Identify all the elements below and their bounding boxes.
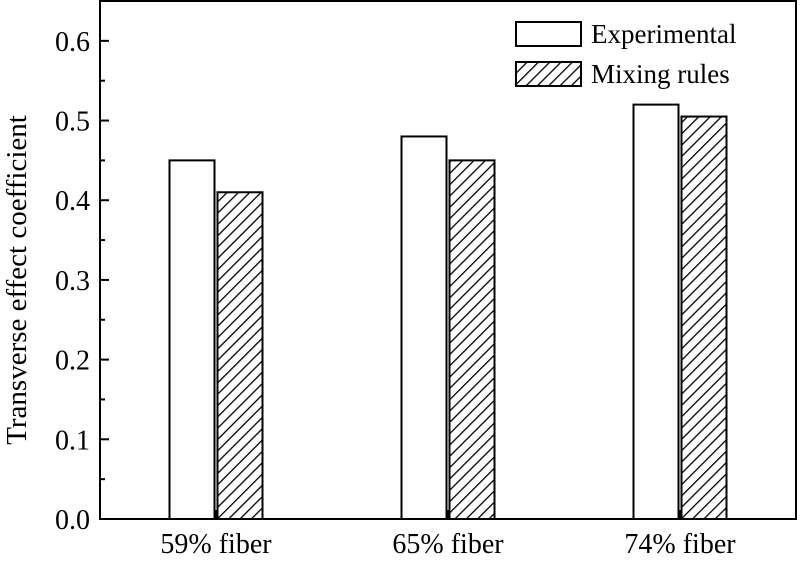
bar-experimental-1 bbox=[168, 159, 216, 520]
y-tick-label: 0.2 bbox=[55, 346, 90, 377]
y-tick-label: 0.4 bbox=[55, 186, 90, 217]
y-axis: 0.0 0.1 0.2 0.3 0.4 0.5 0.6 bbox=[55, 27, 109, 536]
y-axis-label: Transverse effect coefficient bbox=[1, 115, 33, 445]
legend-swatch-experimental bbox=[515, 21, 582, 47]
legend-swatch-mixing-rules bbox=[515, 61, 582, 87]
legend-label-experimental: Experimental bbox=[591, 19, 736, 49]
bar-mixing-rules-3 bbox=[680, 115, 728, 521]
x-tick-label: 74% fiber bbox=[624, 529, 736, 560]
y-tick-label: 0.6 bbox=[55, 27, 90, 58]
y-tick-label: 0.5 bbox=[55, 107, 90, 138]
x-axis: 59% fiber 65% fiber 74% fiber bbox=[160, 510, 736, 560]
y-tick-label: 0.1 bbox=[55, 425, 90, 456]
y-tick-label: 0.3 bbox=[55, 266, 90, 297]
y-tick-label: 0.0 bbox=[55, 505, 90, 536]
bar-mixing-rules-2 bbox=[448, 159, 496, 520]
bar-mixing-rules-1 bbox=[216, 191, 264, 520]
x-tick-label: 59% fiber bbox=[160, 529, 272, 560]
bars-group bbox=[168, 103, 728, 521]
bar-experimental-2 bbox=[400, 135, 448, 520]
legend: Experimental Mixing rules bbox=[515, 19, 736, 89]
legend-label-mixing-rules: Mixing rules bbox=[591, 59, 730, 89]
bar-experimental-3 bbox=[632, 103, 680, 520]
x-tick-label: 65% fiber bbox=[392, 529, 504, 560]
plot-frame bbox=[99, 0, 797, 520]
